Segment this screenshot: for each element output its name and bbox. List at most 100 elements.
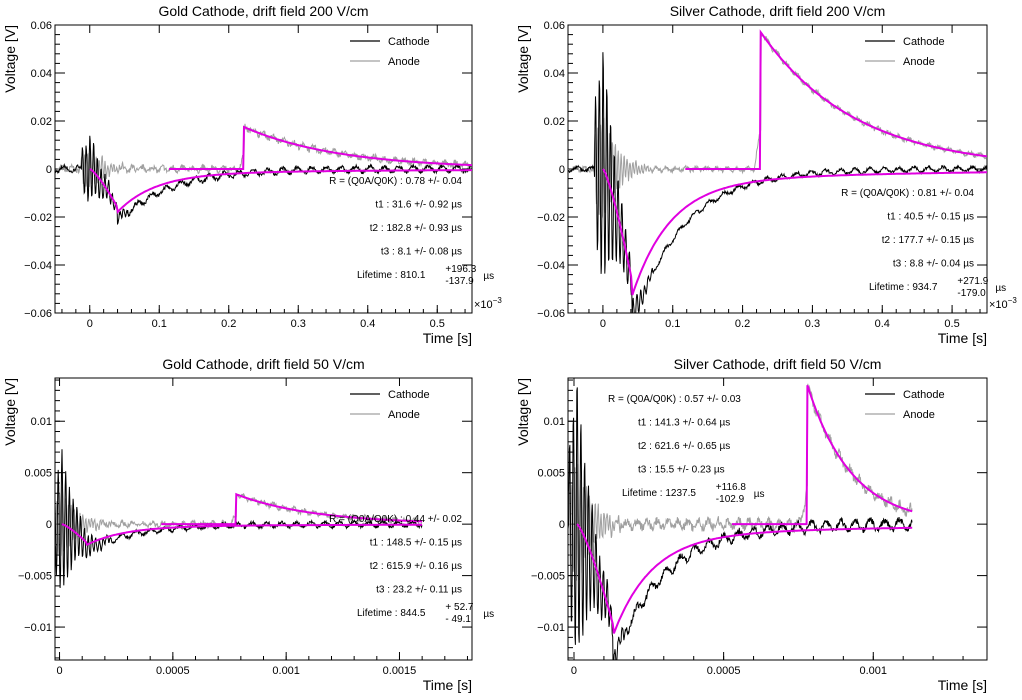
y-tick-label: −0.06 (24, 308, 52, 320)
fit-result-lifetime-minus: -102.9 (716, 494, 745, 505)
legend: Cathode Anode (350, 389, 430, 421)
legend: Cathode Anode (865, 36, 945, 68)
x-tick-label: 0.2 (221, 318, 236, 330)
fit-result-R: R = (Q0A/Q0K) : 0.81 +/- 0.04 (841, 188, 974, 199)
fit-cathode-line (89, 168, 472, 214)
fit-result-R: R = (Q0A/Q0K) : 0.57 +/- 0.03 (608, 394, 741, 405)
plot-area (55, 449, 423, 589)
x-axis-label: Time [s] (423, 677, 472, 693)
y-tick-label: 0 (46, 519, 52, 531)
x-axis-exponent: ×10−3 (989, 296, 1017, 311)
fit-result-lifetime-plus: +271.9 (957, 276, 988, 287)
fit-result-lifetime-plus: +196.3 (445, 264, 476, 275)
x-axis-label: Time [s] (938, 677, 987, 693)
plot-area (568, 29, 987, 313)
x-axis-exponent-power: −3 (1008, 296, 1018, 305)
x-axis-label: Time [s] (423, 330, 472, 346)
fit-results: R = (Q0A/Q0K) : 0.81 +/- 0.04 t1 : 40.5 +… (841, 188, 1006, 299)
fit-result-t3: t3 : 8.8 +/- 0.04 µs (893, 259, 974, 270)
fit-result-t1: t1 : 141.3 +/- 0.64 µs (638, 418, 730, 429)
chart-panel-1: Gold Cathode, drift field 200 V/cm 0 0.1 0.… (2, 3, 502, 346)
fit-result-t3: t3 : 8.1 +/- 0.08 µs (381, 247, 462, 258)
series-anode-line (568, 383, 913, 581)
fit-anode-line (169, 125, 472, 170)
x-axis-label: Time [s] (938, 330, 987, 346)
fit-cathode-line (61, 523, 423, 547)
y-tick-label: −0.02 (537, 212, 565, 224)
x-tick-label: 0.5 (944, 318, 959, 330)
legend-label: Anode (903, 56, 935, 68)
fit-result-lifetime: Lifetime : 1237.5 (622, 488, 696, 499)
fit-cathode-line (576, 523, 913, 634)
y-tick-label: 0 (559, 519, 565, 531)
x-tick-label: 0.001 (272, 665, 300, 677)
legend-label: Cathode (903, 36, 945, 48)
fit-result-R: R = (Q0A/Q0K) : 0.78 +/- 0.04 (329, 176, 462, 187)
y-tick-label: 0.04 (544, 68, 565, 80)
fit-result-t2: t2 : 621.6 +/- 0.65 µs (638, 441, 730, 452)
legend-label: Anode (388, 56, 420, 68)
chart-panel-4: Silver Cathode, drift field 50 V/cm 0 0.00… (515, 356, 988, 693)
fit-result-lifetime-minus: - 49.1 (445, 614, 471, 625)
y-axis-label: Voltage [V] (515, 378, 531, 446)
fit-anode-line (161, 492, 423, 526)
x-axis-exponent-power: −3 (493, 296, 503, 305)
legend-label: Cathode (388, 36, 430, 48)
y-tick-label: 0.01 (544, 416, 565, 428)
plot-area (55, 123, 472, 226)
fit-result-t1: t1 : 148.5 +/- 0.15 µs (370, 538, 462, 549)
y-tick-label: 0.01 (31, 416, 52, 428)
chart-title: Silver Cathode, drift field 200 V/cm (670, 3, 886, 19)
x-tick-label: 0 (571, 665, 577, 677)
chart-panel-2: Silver Cathode, drift field 200 V/cm 0 0.1… (515, 3, 1017, 346)
legend: Cathode Anode (865, 389, 945, 421)
fit-results: R = (Q0A/Q0K) : 0.57 +/- 0.03 t1 : 141.3 … (608, 394, 765, 505)
y-tick-label: 0.06 (544, 20, 565, 32)
fit-result-t1: t1 : 40.5 +/- 0.15 µs (887, 212, 974, 223)
y-axis-label: Voltage [V] (2, 378, 18, 446)
y-tick-label: −0.005 (18, 571, 52, 583)
y-axis-label: Voltage [V] (2, 25, 18, 93)
x-tick-label: 0.1 (665, 318, 680, 330)
x-tick-label: 0.1 (152, 318, 167, 330)
y-tick-label: 0.04 (31, 68, 52, 80)
fit-result-lifetime-unit: µs (483, 271, 494, 282)
series-anode-line (55, 487, 423, 556)
y-tick-label: −0.04 (537, 260, 565, 272)
series-cathode-line (568, 387, 913, 660)
x-axis-exponent: ×10−3 (474, 296, 502, 311)
y-tick-label: 0.02 (544, 116, 565, 128)
plot-area (568, 383, 913, 660)
fit-result-lifetime-unit: µs (483, 609, 494, 620)
chart-title: Gold Cathode, drift field 50 V/cm (162, 356, 364, 372)
y-axis-label: Voltage [V] (515, 25, 531, 93)
series-anode-line (55, 123, 472, 188)
fit-result-lifetime-minus: -137.9 (445, 276, 474, 287)
y-tick-label: 0.005 (537, 468, 565, 480)
y-tick-label: −0.06 (537, 308, 565, 320)
x-tick-label: 0.2 (735, 318, 750, 330)
y-tick-label: −0.005 (531, 571, 565, 583)
fit-result-lifetime: Lifetime : 810.1 (357, 270, 426, 281)
y-tick-label: 0 (559, 164, 565, 176)
x-tick-label: 0.0015 (383, 665, 417, 677)
fit-result-lifetime-unit: µs (995, 283, 1006, 294)
fit-result-lifetime-plus: +116.8 (716, 482, 747, 493)
fit-result-lifetime: Lifetime : 844.5 (357, 608, 426, 619)
fit-result-t1: t1 : 31.6 +/- 0.92 µs (375, 200, 462, 211)
fit-result-lifetime-plus: + 52.7 (445, 602, 474, 613)
fit-result-lifetime-unit: µs (754, 489, 765, 500)
plot-frame (567, 377, 988, 661)
fit-result-t3: t3 : 23.2 +/- 0.11 µs (376, 585, 462, 596)
x-tick-label: 0 (600, 318, 606, 330)
fit-result-t2: t2 : 182.8 +/- 0.93 µs (370, 223, 462, 234)
fit-result-lifetime: Lifetime : 934.7 (869, 282, 938, 293)
y-tick-label: −0.02 (24, 212, 52, 224)
x-tick-label: 0.001 (860, 665, 888, 677)
series-cathode-line (55, 449, 423, 589)
fit-result-t2: t2 : 615.9 +/- 0.16 µs (370, 561, 462, 572)
fit-result-lifetime-minus: -179.0 (957, 288, 986, 299)
y-tick-label: 0.06 (31, 20, 52, 32)
chart-title: Gold Cathode, drift field 200 V/cm (158, 3, 368, 19)
fit-anode-line (732, 384, 913, 526)
